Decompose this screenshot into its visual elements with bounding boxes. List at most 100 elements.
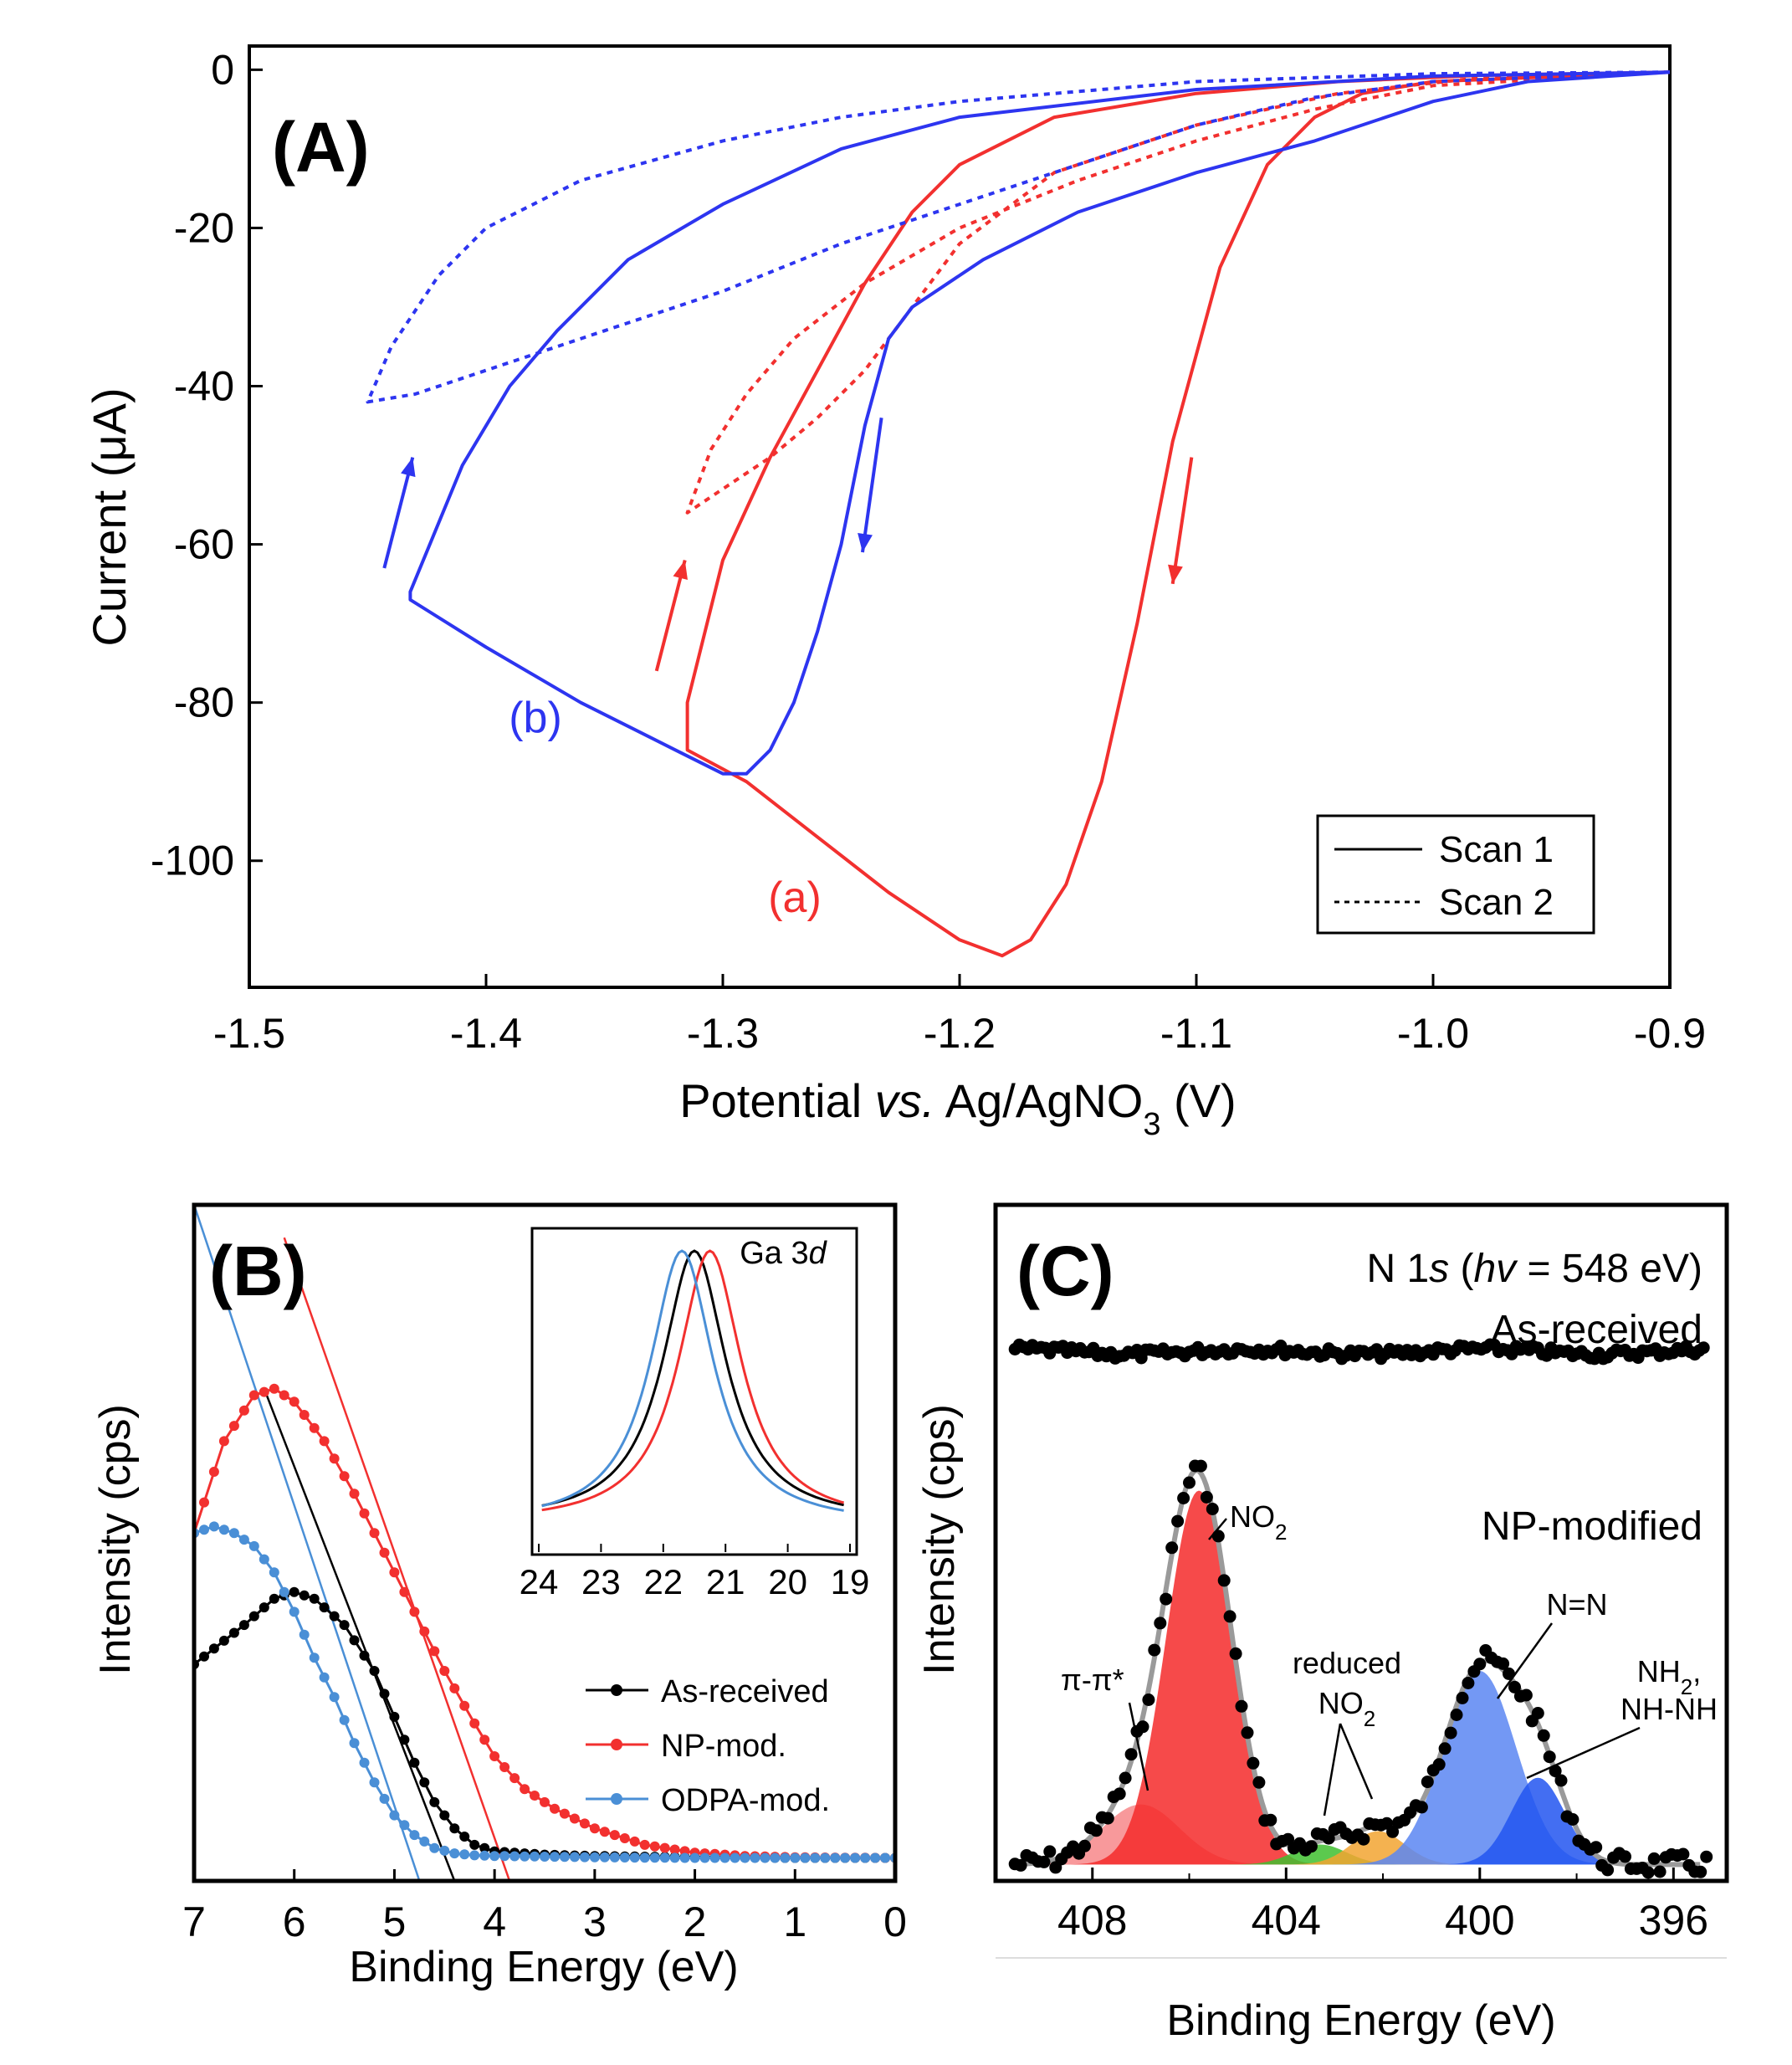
data-point xyxy=(269,1383,279,1394)
data-point xyxy=(218,1524,229,1535)
data-point xyxy=(1590,1841,1603,1854)
data-point xyxy=(339,1714,350,1725)
data-point xyxy=(1154,1617,1167,1630)
x-tick-label: 3 xyxy=(583,1898,607,1945)
data-point xyxy=(669,1844,680,1855)
data-point xyxy=(1438,1742,1452,1755)
x-tick-label: 400 xyxy=(1445,1897,1514,1944)
data-point xyxy=(399,1586,410,1597)
data-point xyxy=(399,1734,410,1745)
data-point xyxy=(279,1390,289,1401)
data-point xyxy=(1456,1691,1469,1704)
ann-nh2: NH2, xyxy=(1637,1654,1701,1699)
x-tick-label: -1.5 xyxy=(213,1010,285,1057)
data-point xyxy=(218,1436,229,1447)
data-point xyxy=(429,1796,440,1807)
y-tick-label: -60 xyxy=(174,521,234,568)
data-point xyxy=(1282,1832,1295,1846)
data-point xyxy=(679,1852,690,1863)
arrow-head-icon xyxy=(401,457,416,478)
legend-marker-odpa-mod xyxy=(611,1793,622,1805)
data-point xyxy=(559,1808,570,1819)
data-point xyxy=(1619,1850,1631,1863)
panel-b-label: (B) xyxy=(209,1232,307,1310)
data-point xyxy=(449,1683,460,1694)
inset-line-red xyxy=(541,1249,845,1512)
data-point xyxy=(199,1651,209,1662)
inset-tick-label: 21 xyxy=(706,1562,745,1601)
leader-nh2 xyxy=(1526,1726,1641,1780)
data-point xyxy=(389,1567,400,1578)
data-point xyxy=(659,1852,670,1863)
data-point xyxy=(730,1852,740,1863)
x-tick-label: 2 xyxy=(684,1898,707,1945)
label-as-received: As-received xyxy=(1491,1308,1702,1352)
data-point xyxy=(439,1845,450,1856)
legend-as-received: As-received xyxy=(661,1674,829,1709)
data-point xyxy=(228,1421,239,1432)
data-point xyxy=(669,1852,680,1863)
label-np-modified: NP-modified xyxy=(1482,1504,1702,1549)
data-point xyxy=(609,1852,620,1863)
data-point xyxy=(709,1852,720,1863)
data-point xyxy=(339,1471,350,1482)
data-point xyxy=(228,1627,239,1638)
data-point xyxy=(259,1554,269,1565)
data-point xyxy=(719,1852,730,1863)
data-point xyxy=(1601,1863,1615,1877)
data-point xyxy=(1497,1657,1510,1670)
data-point xyxy=(419,1777,430,1788)
leader-pi-pi xyxy=(1128,1702,1149,1791)
arrow-head-icon xyxy=(858,533,873,553)
panel-c-plot-frame xyxy=(993,1202,1729,1883)
data-point xyxy=(279,1586,289,1597)
data-point xyxy=(1386,1825,1400,1838)
legend-np-mod: NP-mod. xyxy=(661,1729,786,1764)
data-point xyxy=(1543,1750,1556,1764)
data-point xyxy=(1194,1459,1207,1473)
data-point xyxy=(1694,1865,1708,1878)
scan-direction-arrow xyxy=(382,457,415,569)
data-point xyxy=(1160,1592,1173,1606)
data-point xyxy=(1119,1771,1132,1785)
scan-direction-arrow xyxy=(1170,457,1194,585)
data-point xyxy=(1357,1832,1370,1846)
data-point xyxy=(419,1836,430,1847)
data-point xyxy=(489,1851,500,1862)
data-point xyxy=(550,1852,560,1863)
data-point xyxy=(1647,1852,1661,1865)
x-tick-label: 404 xyxy=(1252,1897,1321,1944)
fit-line-black xyxy=(263,1388,456,1881)
legend-scan1: Scan 1 xyxy=(1439,829,1554,870)
data-point xyxy=(609,1830,620,1841)
data-point xyxy=(469,1718,480,1729)
data-point xyxy=(469,1839,480,1850)
data-point xyxy=(1473,1658,1487,1671)
panel-b-plot-frame xyxy=(192,1202,898,1883)
x-tick-label: -0.9 xyxy=(1634,1010,1706,1057)
legend-odpa-mod: ODPA-mod. xyxy=(661,1783,830,1818)
data-point xyxy=(649,1841,660,1852)
ann-n-n: N=N xyxy=(1546,1587,1607,1622)
data-point xyxy=(399,1820,410,1831)
legend-marker-np-mod xyxy=(611,1739,622,1750)
panel-b-xlabel: Binding Energy (eV) xyxy=(349,1943,738,1991)
data-point xyxy=(619,1833,630,1843)
panel-b-ticks: 7 6 5 4 3 2 1 0 xyxy=(182,1869,907,1945)
data-point xyxy=(639,1839,650,1850)
data-point xyxy=(439,1666,450,1676)
inset-tick-label: 20 xyxy=(768,1562,807,1601)
data-point xyxy=(409,1830,420,1841)
data-point xyxy=(1171,1514,1185,1528)
data-point xyxy=(389,1711,400,1722)
data-point xyxy=(1415,1801,1428,1814)
data-point xyxy=(208,1467,219,1477)
data-point xyxy=(689,1852,700,1863)
series-line-red-scan2 xyxy=(685,70,1671,515)
data-point xyxy=(530,1791,540,1801)
data-point xyxy=(579,1852,590,1863)
panel-c-xlabel: Binding Energy (eV) xyxy=(1166,1996,1555,2045)
data-point xyxy=(1252,1775,1266,1789)
